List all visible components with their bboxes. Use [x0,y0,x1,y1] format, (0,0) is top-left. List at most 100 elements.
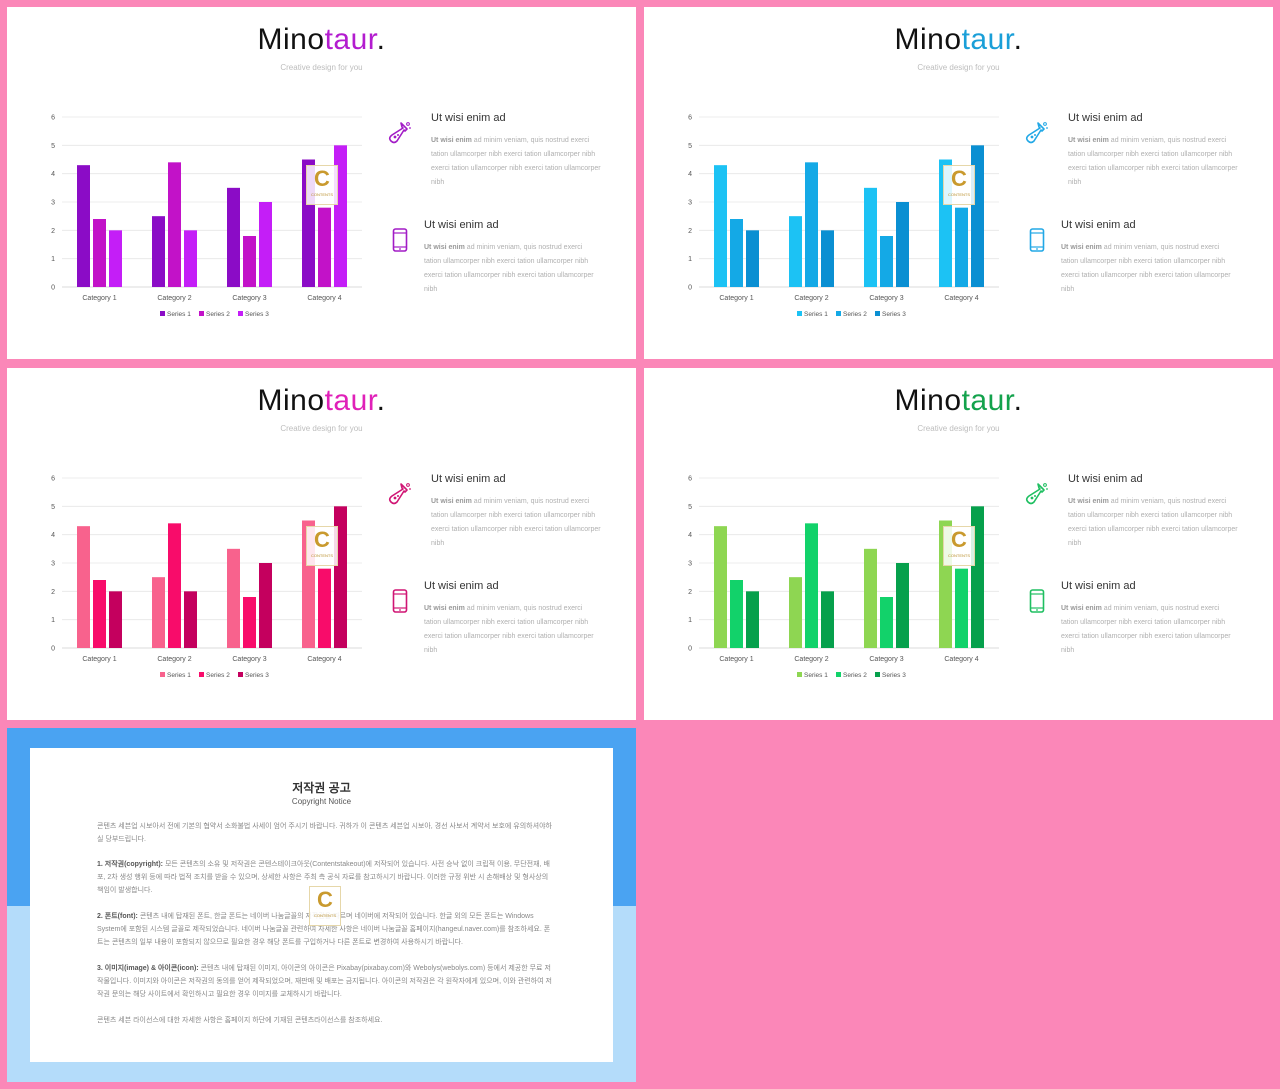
feature-lead: Ut wisi enim [1061,605,1102,612]
slide-4: Minotaur. Creative design for you 0 1 2 3 4 5 6 C… [644,368,1273,720]
watermark-stamp: C CONTENTS [306,165,338,205]
legend-label: Series 2 [206,311,230,318]
feature-lead: Ut wisi enim [431,498,472,505]
bar [864,548,877,648]
bar [789,216,802,287]
feature-body: Ut wisi enim ad minim veniam, quis nostr… [424,241,596,297]
chart-area: 0 1 2 3 4 5 6 Category 1 Category 2 Category 3 Cat… [47,107,372,337]
bar [318,568,331,648]
brand-title: Minotaur. [644,23,1273,57]
feature-body: Ut wisi enim ad minim veniam, quis nostr… [1061,241,1233,297]
legend-swatch [199,672,204,677]
feature-title: Ut wisi enim ad [1068,112,1143,124]
bar [880,597,893,648]
brand-subtitle: Creative design for you [280,424,363,433]
bar [152,577,165,648]
y-tick-label: 2 [51,589,55,596]
notice-item-image: 3. 이미지(image) & 아이콘(icon): 콘텐츠 내에 탑재된 이미… [97,962,552,1001]
flask-outline [388,122,408,144]
watermark-letter: C [951,527,967,552]
flask-bubble [393,135,397,139]
x-tick-label: Category 3 [232,656,266,663]
bar [93,219,106,287]
y-tick-label: 1 [51,617,55,624]
watermark-stamp: C CONTENTS [309,886,341,926]
notice-intro: 콘텐츠 세븐업 시보아서 전에 기본의 협약서 소화불법 사세이 엄어 주시기 … [97,823,552,843]
bar [746,591,759,648]
feature-lead: Ut wisi enim [424,605,465,612]
flask-bubble [409,488,411,490]
bar [184,230,197,287]
y-tick-label: 5 [51,504,55,511]
y-tick-label: 0 [688,285,692,292]
bar [184,591,197,648]
brand-subtitle: Creative design for you [917,63,1000,72]
x-tick-label: Category 3 [869,295,903,302]
smartphone-icon [392,228,408,252]
bar [152,216,165,287]
smartphone-icon [1024,588,1050,614]
y-tick-label: 4 [51,171,55,178]
flask-bubble [393,496,397,500]
flask-bubble [397,134,399,136]
bar [714,165,727,287]
watermark-text: CONTENTS [948,553,970,558]
flask-icon [387,481,413,507]
x-tick-label: Category 1 [82,656,116,663]
y-tick-label: 6 [51,476,55,483]
feature-title: Ut wisi enim ad [1061,219,1136,231]
feature-body: Ut wisi enim ad minim veniam, quis nostr… [424,602,596,658]
chart-area: 0 1 2 3 4 5 6 Category 1 Category 2 Category 3 Cat… [684,107,1009,337]
bar [864,187,877,287]
flask-bubble [1034,495,1036,497]
brand-accent: taur [324,384,377,417]
x-tick-label: Category 1 [82,295,116,302]
bar [77,165,90,287]
feature-lead: Ut wisi enim [1068,137,1109,144]
bar [955,568,968,648]
feature-title: Ut wisi enim ad [424,580,499,592]
legend-swatch [160,672,165,677]
feature-title: Ut wisi enim ad [1068,473,1143,485]
feature-lead: Ut wisi enim [431,137,472,144]
legend-label: Series 1 [167,311,191,318]
feature-text: ad minim veniam, quis nostrud exerci tat… [1068,137,1238,186]
x-tick-label: Category 3 [869,656,903,663]
brand-prefix: Mino [257,23,325,56]
flask-outline [388,483,408,505]
flask-bubble [1043,122,1047,126]
flask-icon [1024,120,1050,146]
bar [243,597,256,648]
chart-area: 0 1 2 3 4 5 6 Category 1 Category 2 Category 3 Cat… [47,468,372,698]
bar [746,230,759,287]
feature-body: Ut wisi enim ad minim veniam, quis nostr… [1061,602,1233,658]
feature-title: Ut wisi enim ad [431,473,506,485]
x-tick-label: Category 4 [944,656,978,663]
watermark-stamp: C CONTENTS [306,526,338,566]
watermark-text: CONTENTS [948,192,970,197]
flask-bubble [1030,135,1034,139]
flask-icon [1024,481,1050,507]
x-tick-label: Category 4 [307,295,341,302]
bar [168,523,181,648]
y-tick-label: 1 [688,617,692,624]
bar [805,523,818,648]
notice-item-lead: 3. 이미지(image) & 아이콘(icon): [97,965,199,972]
y-tick-label: 4 [688,532,692,539]
bar [168,162,181,287]
phone-outline [392,589,408,613]
legend-label: Series 3 [882,672,906,679]
x-tick-label: Category 2 [794,295,828,302]
phone-outline [1029,228,1045,252]
watermark-text: CONTENTS [311,553,333,558]
brand-title: Minotaur. [7,23,636,57]
bar [109,230,122,287]
brand-dot: . [376,384,386,417]
brand-title: Minotaur. [7,384,636,418]
notice-title: 저작권 공고 [292,781,351,795]
smartphone-icon [387,588,413,614]
watermark-letter: C [951,166,967,191]
flask-outline [1025,122,1045,144]
flask-bubble [406,122,410,126]
x-tick-label: Category 1 [719,656,753,663]
